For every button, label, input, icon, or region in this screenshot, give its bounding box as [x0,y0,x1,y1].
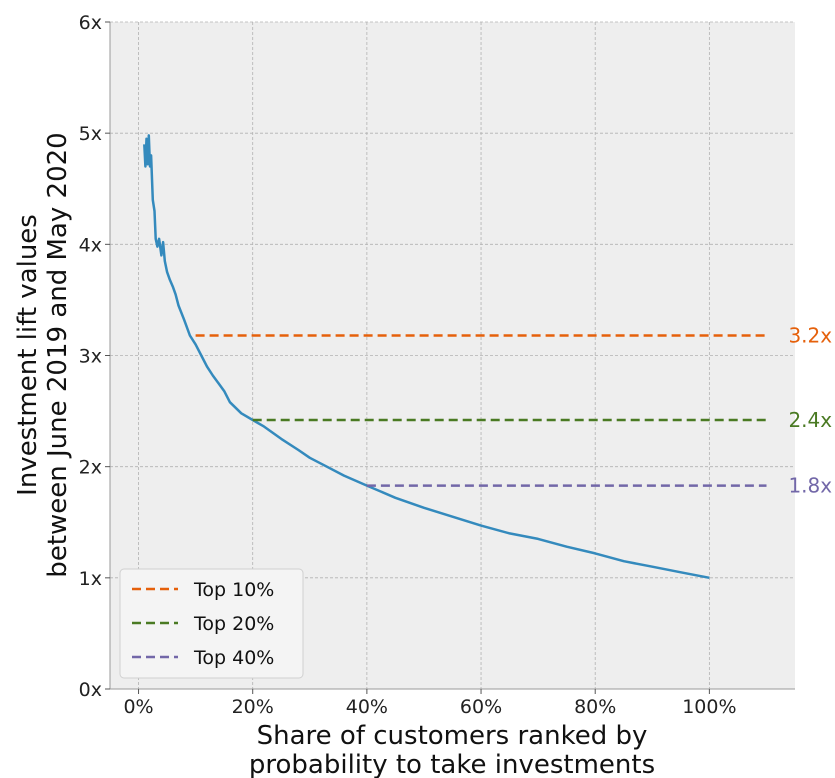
x-tick-label: 20% [232,696,274,718]
legend-items: Top 10% Top 20% Top 40% [132,579,274,669]
y-ticks: 0x 1x 2x 3x 4x 5x 6x [79,12,110,701]
y-tick-label: 3x [79,346,102,368]
x-tick-label: 60% [460,696,502,718]
x-tick-label: 100% [682,696,736,718]
x-ticks: 0% 20% 40% 60% 80% 100% [123,689,737,718]
y-axis-title-line-2: between June 2019 and May 2020 [43,132,73,577]
legend-label-top-40-: Top 40% [193,647,274,669]
x-axis-title-line-1: Share of customers ranked by [257,721,648,751]
y-tick-label: 2x [79,457,102,479]
legend-label-top-20-: Top 20% [193,613,274,635]
y-tick-label: 5x [79,123,102,145]
series-layer [143,134,767,580]
y-tick-label: 4x [79,234,102,256]
y-axis-title-line-1: Investment lift values [13,214,43,496]
x-tick-label: 80% [574,696,616,718]
legend: Top 10% Top 20% Top 40% [119,568,304,679]
x-tick-label: 0% [123,696,153,718]
reference-value-label: 2.4x [788,408,832,432]
x-tick-label: 40% [346,696,388,718]
reference-value-label: 3.2x [788,323,832,347]
legend-label-top-10-: Top 10% [193,579,274,601]
y-tick-label: 6x [79,12,102,34]
legend-box [119,568,304,679]
y-tick-label: 0x [79,679,102,701]
x-axis-title-line-2: probability to take investments [249,750,655,778]
y-tick-label: 1x [79,568,102,590]
lift-curve-line [143,134,710,580]
grid-lines [110,21,795,689]
reference-labels: 3.2x 2.4x 1.8x [788,323,832,497]
reference-value-label: 1.8x [788,474,832,498]
